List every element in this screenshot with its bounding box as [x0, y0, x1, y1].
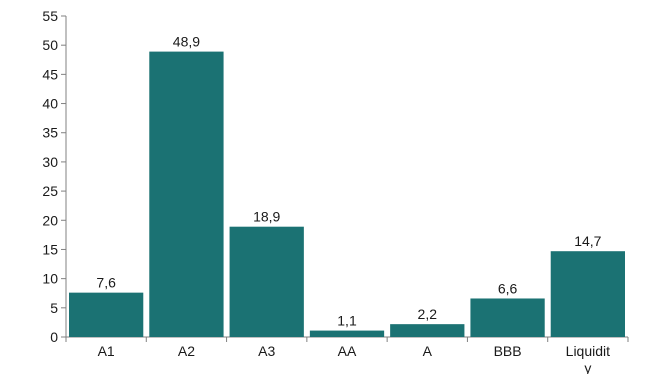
y-tick-label: 5	[50, 300, 58, 316]
y-tick-label: 30	[42, 154, 58, 170]
bar-liquidity	[550, 251, 625, 337]
category-label: Liquidit	[566, 343, 610, 359]
x-axis	[65, 336, 629, 342]
y-tick-label: 25	[42, 183, 58, 199]
bar-aa	[309, 330, 385, 337]
y-tick-label: 45	[42, 66, 58, 82]
data-label: 18,9	[253, 209, 280, 225]
data-label: 2,2	[418, 306, 438, 322]
y-tick-label: 10	[42, 271, 58, 287]
data-label: 14,7	[574, 233, 601, 249]
data-label: 7,6	[96, 275, 116, 291]
bars	[69, 51, 625, 338]
data-labels: 7,6 48,9 18,9 1,1 2,2 6,6 14,7	[96, 34, 601, 329]
bar-a2	[149, 51, 224, 338]
bar-a1	[69, 292, 144, 337]
category-label: A	[423, 343, 433, 359]
data-label: 1,1	[337, 313, 357, 329]
category-label: BBB	[494, 343, 522, 359]
bar-bbb	[470, 298, 545, 337]
y-tick-label: 50	[42, 37, 58, 53]
y-tick-label: 15	[42, 241, 58, 257]
y-axis: 0 5 10 15 20 25 30 35 40 45 50 55	[42, 8, 67, 345]
category-label: A1	[98, 343, 115, 359]
bar-a	[390, 324, 465, 337]
y-tick-label: 20	[42, 212, 58, 228]
data-label: 48,9	[173, 34, 200, 50]
category-label: AA	[338, 343, 357, 359]
y-tick-label: 55	[42, 8, 58, 24]
data-label: 6,6	[498, 280, 518, 296]
y-tick-label: 40	[42, 96, 58, 112]
category-label: A2	[178, 343, 195, 359]
y-tick-label: 35	[42, 125, 58, 141]
bar-a3	[229, 226, 304, 337]
category-label: y	[584, 360, 591, 374]
y-tick-label: 0	[50, 329, 58, 345]
category-label: A3	[258, 343, 275, 359]
